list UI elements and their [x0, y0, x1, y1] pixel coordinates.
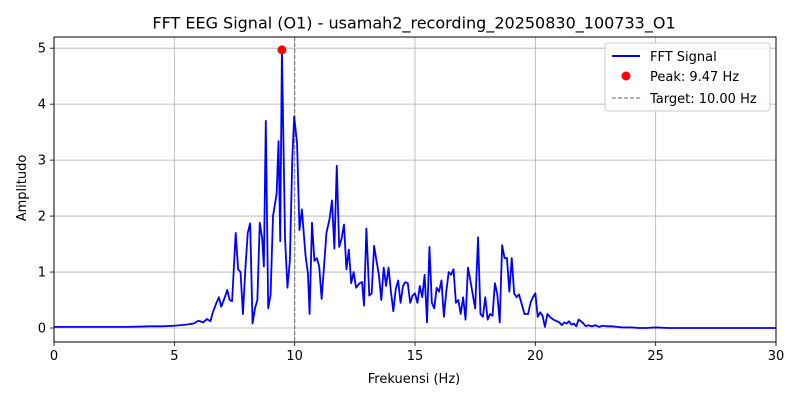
peak-marker: [277, 45, 287, 55]
y-tick-label: 4: [38, 98, 46, 113]
x-tick-label: 5: [170, 349, 178, 364]
legend-label-target: Target: 10.00 Hz: [649, 92, 757, 107]
chart-legend: FFT Signal Peak: 9.47 Hz Target: 10.00 H…: [604, 42, 771, 112]
x-tick-label: 25: [647, 349, 664, 364]
peak-layer: [277, 45, 287, 55]
x-tick-label: 0: [50, 349, 58, 364]
x-tick-label: 15: [407, 349, 424, 364]
y-axis-label: Amplitudo: [15, 155, 30, 222]
y-axis-ticks: 0 1 2 3 4 5: [38, 42, 54, 337]
y-tick-label: 1: [38, 266, 46, 281]
x-axis-ticks: 0 5 10 15 20 25 30: [50, 342, 784, 364]
x-tick-label: 10: [286, 349, 303, 364]
y-tick-label: 5: [38, 42, 46, 57]
legend-label-peak: Peak: 9.47 Hz: [650, 70, 739, 85]
y-tick-label: 2: [38, 210, 46, 225]
legend-label-signal: FFT Signal: [650, 50, 717, 65]
series-layer: [54, 48, 776, 329]
y-tick-label: 0: [38, 322, 46, 337]
chart-title: FFT EEG Signal (O1) - usamah2_recording_…: [152, 14, 675, 34]
y-tick-label: 3: [38, 154, 46, 169]
fft-signal-line: [54, 48, 776, 329]
legend-peak-swatch: [621, 71, 631, 81]
x-tick-label: 30: [768, 349, 785, 364]
x-axis-label: Frekuensi (Hz): [368, 372, 460, 387]
x-tick-label: 20: [527, 349, 544, 364]
legend-box: [604, 42, 771, 112]
